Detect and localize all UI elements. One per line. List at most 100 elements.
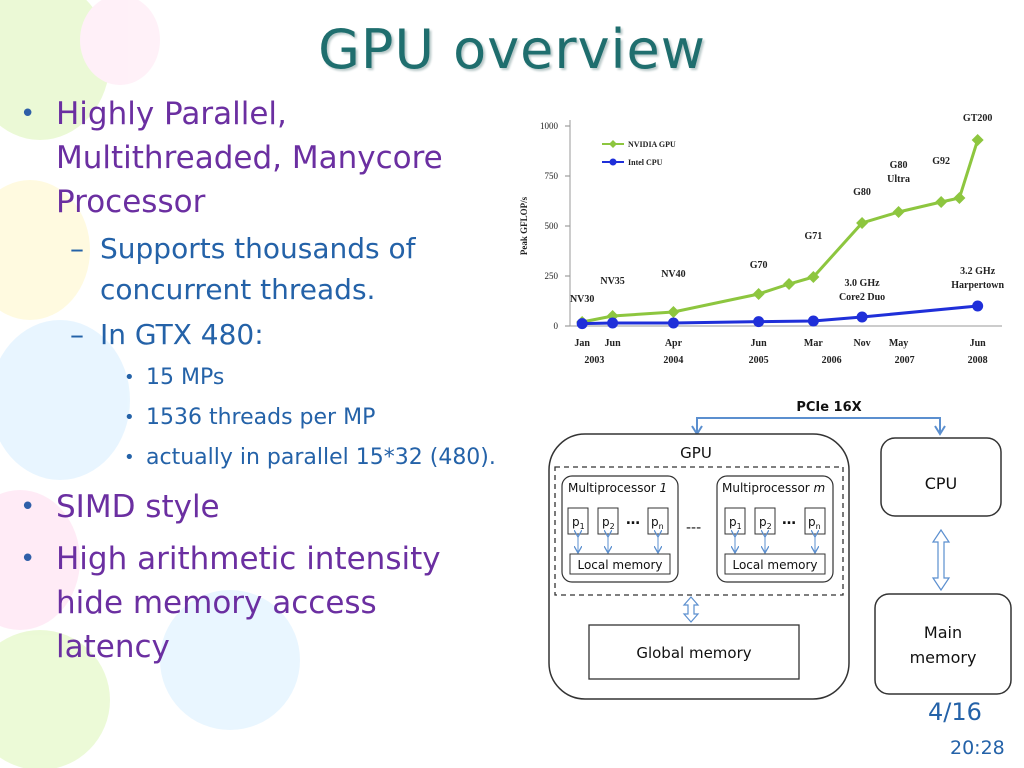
balloon-yellow <box>0 180 90 320</box>
data-point-nvidia-gpu <box>856 217 869 229</box>
x-tick-month: Apr <box>665 338 683 349</box>
data-point-nvidia-gpu <box>783 278 796 290</box>
cpu-box <box>880 437 1002 517</box>
chart-annotation: NV40 <box>661 269 685 280</box>
y-tick-label: 1000 <box>540 121 559 131</box>
data-point-intel-cpu <box>807 315 819 327</box>
double-arrow-icon <box>931 528 951 592</box>
data-point-nvidia-gpu <box>807 271 820 283</box>
x-tick-month: Jun <box>751 338 768 349</box>
x-tick-year: 2007 <box>895 355 915 366</box>
legend-label: NVIDIA GPU <box>628 140 676 149</box>
x-tick-month: Mar <box>804 338 823 349</box>
x-tick-month: Jun <box>605 338 622 349</box>
data-point-nvidia-gpu <box>752 288 765 300</box>
chart-annotation: 3.2 GHz <box>960 266 996 277</box>
data-point-intel-cpu <box>972 300 984 312</box>
y-tick-label: 500 <box>545 221 559 231</box>
bullet-dot-icon: • <box>124 367 135 388</box>
gpu-architecture-diagram: PCIe 16X GPU Multiprocessor 1 p1 p2 … pn… <box>548 400 1012 700</box>
chart-annotation: Core2 Duo <box>839 292 885 303</box>
x-tick-year: 2003 <box>584 355 604 366</box>
chart-annotation: GT200 <box>963 113 992 124</box>
page-number: 4/16 <box>928 698 982 726</box>
bullet-item: • High arithmetic intensity hide memory … <box>16 537 496 669</box>
bullet-text: SIMD style <box>56 489 220 525</box>
x-tick-year: 2008 <box>968 355 988 366</box>
ellipsis-label: … <box>782 512 796 528</box>
gflops-chart: Peak GFLOP/s 0 250 500 750 1000 NV30 NV35 NV40… <box>510 108 1010 373</box>
chart-annotation: NV30 <box>570 294 594 305</box>
chart-annotation: 3.0 GHz <box>845 278 881 289</box>
dash-icon: – <box>70 232 84 265</box>
global-memory-label: Global memory <box>636 644 751 662</box>
bullet-text: High arithmetic intensity hide memory ac… <box>56 541 441 665</box>
data-point-intel-cpu <box>576 318 588 330</box>
legend-label: Intel CPU <box>628 158 663 167</box>
sub-sub-bullet-text: actually in parallel 15*32 (480). <box>146 445 496 470</box>
chart-legend: NVIDIA GPU Intel CPU <box>602 140 676 167</box>
balloon-green <box>0 0 110 140</box>
slide-title: GPU overview <box>318 18 706 81</box>
balloon-pink-2 <box>0 490 80 630</box>
svg-text:pn: pn <box>651 515 664 531</box>
balloon-blue-2 <box>160 590 300 730</box>
gpu-label: GPU <box>680 444 712 462</box>
y-tick-label: 250 <box>545 271 559 281</box>
sub-sub-bullet-item: • 15 MPs <box>16 361 496 395</box>
double-arrow-icon <box>682 596 700 623</box>
data-point-intel-cpu <box>667 317 679 329</box>
x-tick-month: Jun <box>970 338 987 349</box>
data-point-nvidia-gpu <box>953 192 966 204</box>
y-tick-label: 0 <box>554 321 559 331</box>
clock-time: 20:28 <box>950 737 1005 759</box>
bullet-item: • Highly Parallel, Multithreaded, Manyco… <box>16 92 496 224</box>
y-tick-label: 750 <box>545 171 559 181</box>
bullet-text: Highly Parallel, Multithreaded, Manycore… <box>56 96 443 220</box>
multiprocessor-m-label: Multiprocessor m <box>722 481 825 495</box>
dash-icon: – <box>70 318 84 351</box>
bullet-item: • SIMD style <box>16 485 496 529</box>
svg-text:p2: p2 <box>759 515 772 531</box>
data-point-intel-cpu <box>607 317 619 329</box>
data-point-nvidia-gpu <box>892 206 905 218</box>
balloon-pink <box>80 0 160 85</box>
chart-annotation: G80 <box>853 187 871 198</box>
cpu-label: CPU <box>925 474 958 493</box>
sub-sub-bullet-item: • actually in parallel 15*32 (480). <box>16 441 496 475</box>
data-point-intel-cpu <box>856 311 868 323</box>
balloon-green-2 <box>0 630 110 768</box>
legend-marker <box>609 158 617 166</box>
bullet-dot-icon: • <box>124 407 135 428</box>
local-memory-m-label: Local memory <box>732 558 817 572</box>
svg-text:p2: p2 <box>602 515 615 531</box>
bullet-dot-icon: • <box>20 544 36 574</box>
x-tick-year: 2005 <box>749 355 769 366</box>
data-point-nvidia-gpu <box>971 134 984 146</box>
gpu-dashed-region <box>554 466 844 596</box>
svg-text:p1: p1 <box>729 515 742 531</box>
data-point-nvidia-gpu <box>935 196 948 208</box>
chart-annotation: Harpertown <box>951 280 1004 291</box>
main-memory-label-line1: Main <box>924 623 962 642</box>
balloon-blue <box>0 320 130 480</box>
x-tick-month: May <box>889 338 908 349</box>
chart-background <box>510 108 1010 373</box>
pcie-bus-line <box>696 417 941 432</box>
main-memory-box <box>874 593 1012 695</box>
chart-annotation: NV35 <box>600 276 624 287</box>
svg-text:p1: p1 <box>572 515 585 531</box>
chart-annotation: G70 <box>750 260 768 271</box>
x-tick-month: Nov <box>853 338 870 349</box>
global-memory-box <box>588 624 800 680</box>
sub-sub-bullet-item: • 1536 threads per MP <box>16 401 496 435</box>
y-axis-label: Peak GFLOP/s <box>519 196 529 255</box>
sub-sub-bullet-text: 15 MPs <box>146 365 225 390</box>
bullet-dot-icon: • <box>20 99 36 129</box>
x-tick-year: 2006 <box>822 355 842 366</box>
legend-marker <box>609 140 617 148</box>
sub-bullet-text: In GTX 480: <box>100 318 264 351</box>
local-memory-m <box>724 553 826 575</box>
sub-sub-bullet-text: 1536 threads per MP <box>146 405 376 430</box>
chart-annotation: Ultra <box>887 174 910 185</box>
